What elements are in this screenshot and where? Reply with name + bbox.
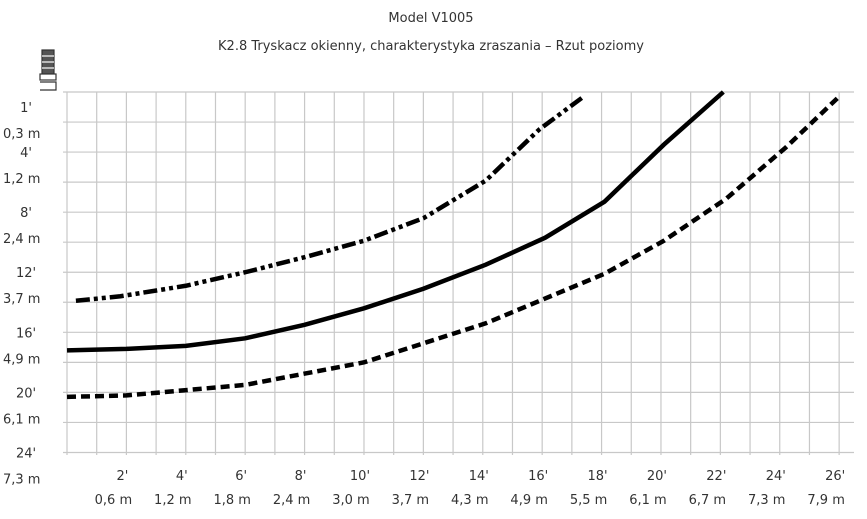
spray-curve <box>66 90 725 353</box>
x-tick-label: 16' <box>528 469 548 484</box>
spray-curve <box>66 94 841 400</box>
x-tick-label-metric: 1,2 m <box>154 493 191 508</box>
x-tick-label: 22' <box>706 469 726 484</box>
x-tick-label: 6' <box>235 469 247 484</box>
x-tick-label: 8' <box>295 469 307 484</box>
spray-curve <box>75 94 586 304</box>
y-tick-label: 1' <box>20 101 32 116</box>
x-tick-label-metric: 6,7 m <box>689 493 726 508</box>
x-tick-label-metric: 6,1 m <box>629 493 666 508</box>
sprinkler-icon <box>39 49 57 91</box>
x-tick-label: 24' <box>766 469 786 484</box>
y-tick-label: 12' <box>16 266 36 281</box>
x-tick-label-metric: 3,0 m <box>332 493 369 508</box>
x-tick-label: 10' <box>350 469 370 484</box>
y-tick-label-metric: 1,2 m <box>3 172 40 187</box>
x-tick-label: 2' <box>116 469 128 484</box>
chart-title: Model V1005 <box>388 11 473 26</box>
x-tick-label: 4' <box>176 469 188 484</box>
x-tick-label: 12' <box>409 469 429 484</box>
y-tick-label: 4' <box>20 146 32 161</box>
x-tick-label-metric: 0,6 m <box>95 493 132 508</box>
y-tick-label: 16' <box>16 326 36 341</box>
y-tick-label-metric: 2,4 m <box>3 232 40 247</box>
y-tick-label: 20' <box>16 386 36 401</box>
x-tick-label: 18' <box>588 469 608 484</box>
x-tick-label-metric: 4,9 m <box>510 493 547 508</box>
x-tick-label-metric: 7,9 m <box>807 493 844 508</box>
y-tick-label-metric: 3,7 m <box>3 292 40 307</box>
x-tick-label-metric: 2,4 m <box>273 493 310 508</box>
y-tick-label: 24' <box>16 446 36 461</box>
y-tick-label-metric: 7,3 m <box>3 472 40 487</box>
y-tick-label: 8' <box>20 206 32 221</box>
y-tick-label-metric: 0,3 m <box>3 127 40 142</box>
y-tick-label-metric: 6,1 m <box>3 412 40 427</box>
x-tick-label: 26' <box>825 469 845 484</box>
chart-subtitle: K2.8 Tryskacz okienny, charakterystyka z… <box>218 39 644 54</box>
x-tick-label: 20' <box>647 469 667 484</box>
x-tick-label-metric: 4,3 m <box>451 493 488 508</box>
x-tick-label-metric: 5,5 m <box>570 493 607 508</box>
x-tick-label: 14' <box>469 469 489 484</box>
y-tick-label-metric: 4,9 m <box>3 352 40 367</box>
x-tick-label-metric: 7,3 m <box>748 493 785 508</box>
x-tick-label-metric: 1,8 m <box>213 493 250 508</box>
x-tick-label-metric: 3,7 m <box>392 493 429 508</box>
